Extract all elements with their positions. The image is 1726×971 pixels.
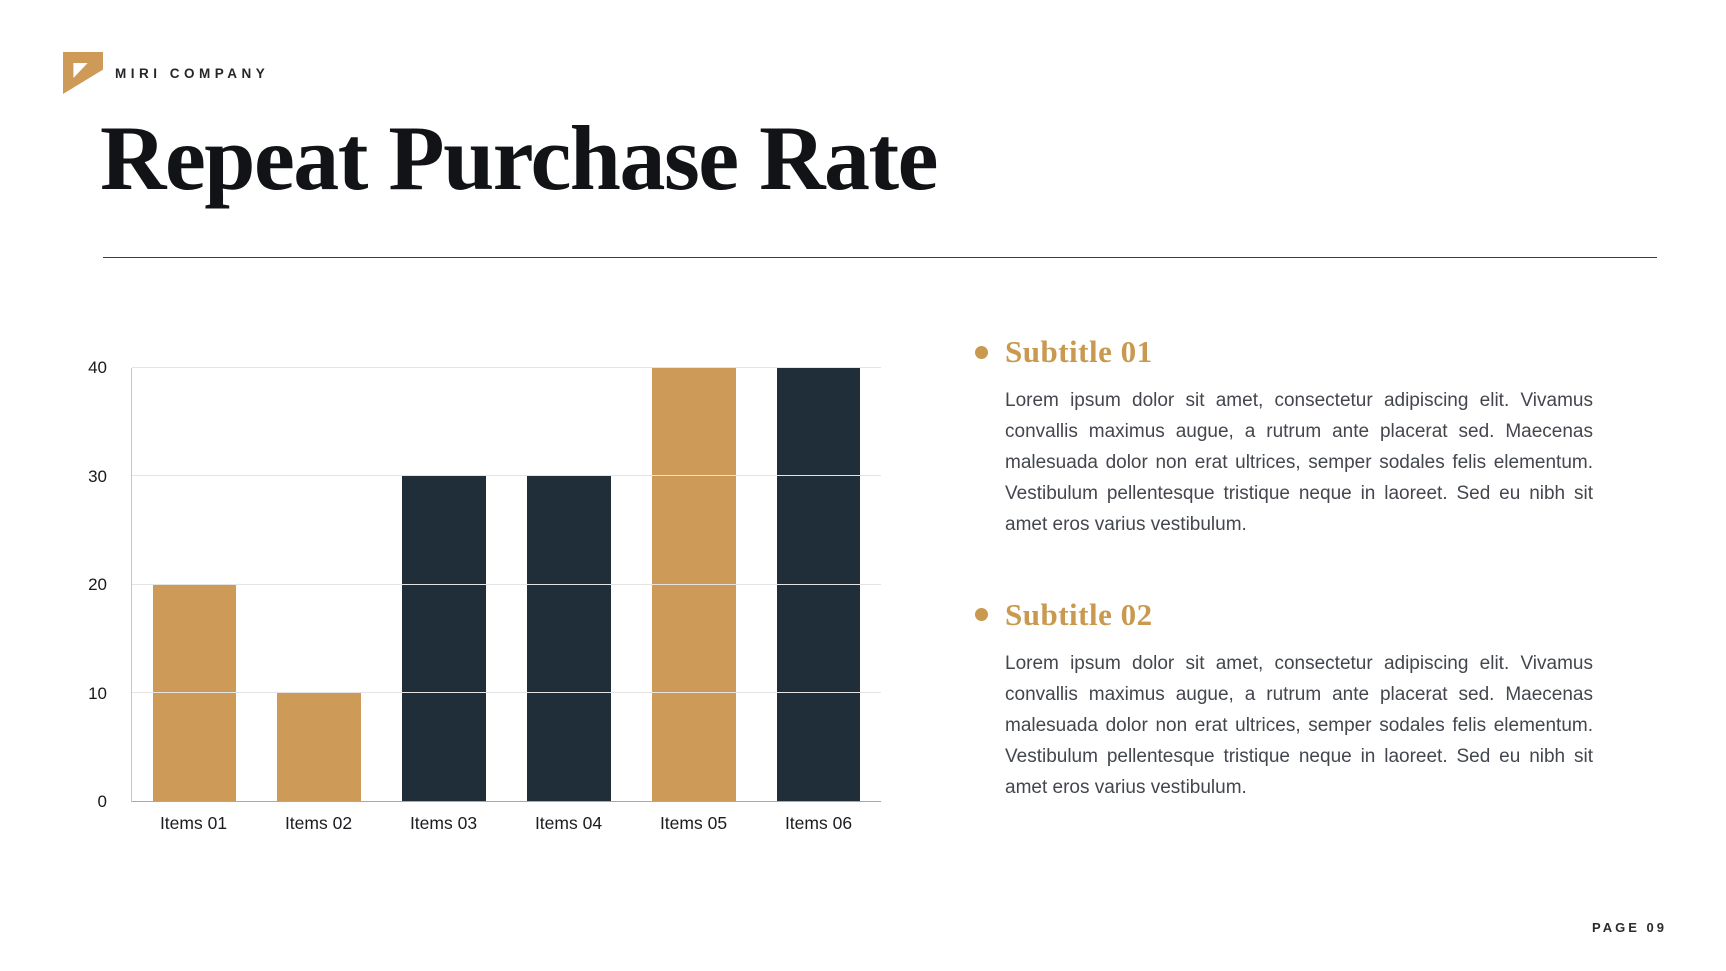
bar-slot <box>132 368 257 801</box>
x-tick-label: Items 04 <box>534 813 603 833</box>
y-tick-label: 40 <box>88 358 107 377</box>
bar-slot <box>631 368 756 801</box>
subtitle-02: Subtitle 02 <box>1005 596 1153 632</box>
bar-items-02 <box>277 692 362 801</box>
text-column: Subtitle 01 Lorem ipsum dolor sit amet, … <box>975 334 1665 804</box>
x-axis-labels: Items 01 Items 02 Items 03 Items 04 Items 05… <box>131 813 881 834</box>
subtitle-row: Subtitle 02 <box>975 597 1665 633</box>
subtitle-01: Subtitle 01 <box>1005 334 1153 369</box>
gridline <box>132 583 881 585</box>
bar-slot <box>506 368 631 801</box>
gridline <box>132 475 881 477</box>
bars-row <box>132 368 881 801</box>
brand-logo: MIRI COMPANY <box>63 52 269 94</box>
bar-chart-plot <box>131 367 881 802</box>
gridline <box>132 367 881 368</box>
brand-name: MIRI COMPANY <box>115 65 270 81</box>
body-paragraph-01: Lorem ipsum dolor sit amet, consectetur … <box>1005 390 1593 535</box>
y-tick-label: 30 <box>88 466 107 486</box>
x-tick-label: Items 03 <box>409 813 478 833</box>
pennant-shape <box>63 52 103 94</box>
bar-items-01 <box>152 584 237 801</box>
y-tick-label: 20 <box>88 575 107 594</box>
bar-items-04 <box>527 476 611 801</box>
bullet-dot-icon <box>975 345 988 359</box>
gridline <box>132 691 881 693</box>
body-paragraph-02: Lorem ipsum dolor sit amet, consectetur … <box>1005 652 1593 798</box>
x-tick-label: Items 01 <box>159 813 228 833</box>
page-title: Repeat Purchase Rate <box>100 107 939 209</box>
bar-items-05 <box>651 368 736 801</box>
bar-slot <box>257 368 382 801</box>
subtitle-row: Subtitle 01 <box>975 334 1665 370</box>
bar-items-06 <box>776 368 861 801</box>
bar-slot <box>756 368 881 801</box>
y-tick-label: 0 <box>97 792 107 811</box>
y-tick-label: 10 <box>88 683 107 703</box>
pennant-icon <box>63 52 103 94</box>
bar-slot <box>382 368 507 801</box>
bar-items-03 <box>402 476 486 801</box>
y-axis-labels: 0 10 20 30 40 <box>52 358 119 811</box>
section-subtitle-01: Subtitle 01 Lorem ipsum dolor sit amet, … <box>975 334 1665 541</box>
section-subtitle-02: Subtitle 02 Lorem ipsum dolor sit amet, … <box>975 597 1665 804</box>
title-divider <box>103 257 1657 258</box>
x-tick-label: Items 02 <box>284 813 353 833</box>
page-number: PAGE 09 <box>1592 920 1667 935</box>
bullet-dot-icon <box>975 608 988 622</box>
x-tick-label: Items 06 <box>784 813 853 833</box>
x-tick-label: Items 05 <box>659 813 728 833</box>
